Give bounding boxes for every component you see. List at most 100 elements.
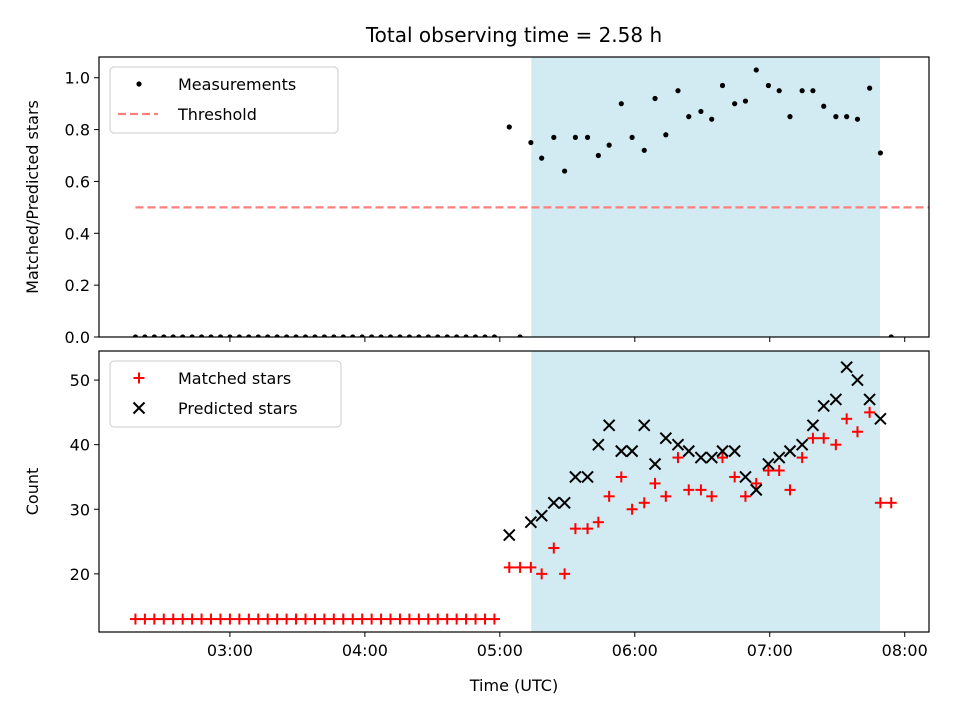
measurements-point	[844, 114, 850, 120]
x-tick-label: 06:00	[612, 641, 658, 660]
measurements-point	[161, 334, 167, 337]
matched-stars-point	[460, 613, 472, 625]
matched-stars-point	[441, 613, 453, 625]
matched-stars-point	[592, 516, 604, 528]
predicted-stars-point	[817, 399, 830, 413]
matched-stars-point	[451, 613, 463, 625]
y-tick-label: 40	[70, 436, 90, 455]
measurements-point	[208, 334, 214, 337]
measurements-point	[236, 334, 242, 337]
measurements-point	[293, 334, 299, 337]
panel-ratio: 0.0 0.2 0.4 0.6 0.8 1.0 Matched/Predicted star…	[23, 56, 930, 347]
matched-stars-point	[479, 613, 491, 625]
legend: Measurements Threshold	[109, 66, 339, 134]
measurements-point	[641, 147, 647, 153]
matched-stars-point	[385, 613, 397, 625]
measurements-point	[572, 134, 579, 140]
matched-stars-point	[569, 523, 581, 535]
matched-stars-point	[536, 568, 548, 580]
measurements-point	[732, 101, 738, 107]
matched-stars-point	[290, 613, 302, 625]
matched-stars-point	[366, 613, 378, 625]
measurements-point	[753, 67, 759, 73]
measurements-point	[562, 168, 568, 174]
legend: Matched stars Predicted stars	[109, 360, 342, 428]
matched-stars-point	[729, 471, 741, 483]
x-tick-label: 04:00	[342, 641, 388, 660]
matched-stars-point	[717, 452, 729, 464]
matched-stars-point	[750, 477, 762, 489]
matched-stars-point	[422, 613, 434, 625]
matched-stars-point	[413, 613, 425, 625]
matched-stars-point	[129, 613, 141, 625]
measurements-point	[180, 334, 186, 337]
measurements-point	[821, 103, 827, 109]
matched-stars-point	[432, 613, 444, 625]
matched-stars-point	[394, 613, 406, 625]
axes-frame	[98, 350, 930, 633]
measurements-point	[283, 334, 290, 337]
matched-stars-point	[864, 406, 876, 418]
matched-stars-point	[683, 484, 695, 496]
predicted-stars-point	[705, 451, 718, 464]
matched-stars-point	[548, 542, 560, 554]
measurements-point	[491, 334, 498, 337]
measurements-point	[472, 334, 479, 337]
predicted-stars-point	[638, 419, 651, 432]
predicted-stars-point	[806, 419, 820, 432]
matched-stars-point	[773, 465, 785, 477]
matched-stars-point	[660, 490, 672, 502]
measurements-point	[618, 101, 624, 107]
measurements-point	[506, 124, 512, 130]
matched-stars-point	[262, 613, 274, 625]
measurements-point	[350, 334, 356, 337]
measurements-point	[435, 334, 441, 337]
matched-stars-point	[695, 484, 707, 496]
matched-stars-point	[177, 613, 189, 625]
x-tick-label: 05:00	[477, 641, 523, 660]
y-tick-label: 0.4	[65, 224, 90, 243]
x-tick-label: 07:00	[747, 641, 793, 660]
predicted-stars-point	[750, 483, 763, 497]
y-tick-label: 0.0	[65, 328, 90, 347]
predicted-stars-point	[547, 496, 561, 510]
predicted-stars-point	[728, 444, 741, 458]
measurements-point	[369, 334, 375, 337]
matched-stars-point	[158, 613, 170, 625]
legend-box	[109, 66, 339, 134]
predicted-stars-point	[524, 515, 538, 529]
measurements-point	[629, 134, 635, 140]
matched-stars-point	[638, 497, 650, 509]
y-tick-label: 20	[70, 565, 90, 584]
measurements-point	[454, 334, 460, 337]
measurements-point	[686, 114, 692, 120]
matched-stars-point	[243, 613, 255, 625]
measurements-point	[397, 334, 403, 337]
matched-stars-point	[281, 613, 293, 625]
legend-label-matched-stars: Matched stars	[178, 369, 291, 388]
measurements-point	[416, 334, 422, 337]
matched-stars-point	[582, 523, 594, 535]
measurements-point	[132, 334, 139, 337]
matched-stars-point	[271, 613, 283, 625]
matched-stars-point	[784, 484, 796, 496]
matched-stars-point	[214, 613, 226, 625]
predicted-stars-point	[602, 419, 616, 432]
matched-stars-point	[328, 613, 340, 625]
measurements-point	[340, 334, 346, 337]
measurements-point	[189, 334, 195, 337]
predicted-stars-point	[648, 457, 662, 471]
matched-stars-point	[796, 452, 808, 464]
predicted-stars-point	[829, 393, 843, 406]
predicted-stars-point	[851, 373, 864, 387]
predicted-stars-point	[682, 444, 695, 458]
measurements-point	[387, 334, 394, 337]
matched-stars-point	[615, 471, 627, 483]
predicted-stars-point	[694, 451, 708, 464]
predicted-stars-point	[569, 470, 582, 484]
measurements-point	[787, 114, 793, 120]
matched-stars-point	[205, 613, 217, 625]
matched-stars-point	[739, 490, 751, 502]
axes-frame	[98, 56, 930, 338]
matched-stars-point	[649, 477, 661, 489]
